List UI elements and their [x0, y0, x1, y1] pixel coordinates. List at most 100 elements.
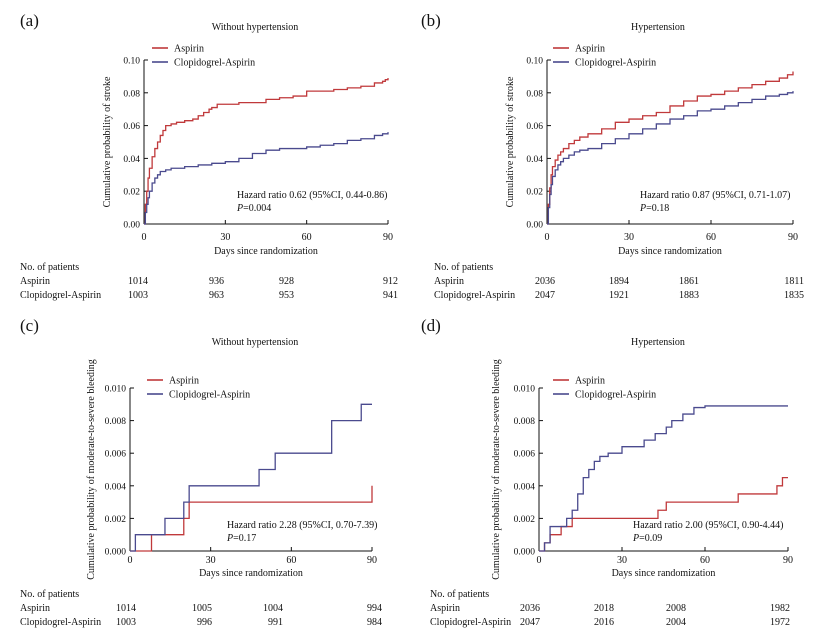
legend-label: Clopidogrel-Aspirin: [174, 58, 255, 69]
legend-label: Aspirin: [575, 44, 605, 55]
hazard-ratio-text: Hazard ratio 0.62 (95%CI, 0.44-0.86): [237, 190, 388, 201]
legend-label: Clopidogrel-Aspirin: [575, 390, 656, 401]
x-axis-label: Days since randomization: [199, 568, 303, 579]
at-risk-count: 1811: [784, 276, 804, 287]
at-risk-count: 941: [383, 290, 398, 301]
y-tick-label: 0.04: [526, 155, 543, 165]
p-symbol: P: [639, 203, 646, 214]
at-risk-count: 2008: [666, 603, 686, 614]
at-risk-count: 963: [209, 290, 224, 301]
at-risk-row-label: Aspirin: [20, 603, 50, 614]
at-risk-count: 1004: [263, 603, 283, 614]
at-risk-count: 1982: [770, 603, 790, 614]
x-tick-label: 90: [367, 555, 377, 566]
panel-label: (c): [20, 316, 39, 335]
legend-label: Aspirin: [169, 376, 199, 387]
panel-c: (c) Without hypertension 0.000 0.002 0.004 0.…: [20, 316, 382, 628]
y-tick-label: 0.000: [514, 548, 536, 558]
at-risk-row-label: Clopidogrel-Aspirin: [434, 290, 515, 301]
panel-a: (a) Without hypertension 0.00 0.02 0.04 0.06 0…: [20, 11, 398, 301]
y-tick-label: 0.008: [514, 417, 536, 427]
at-risk-count: 991: [268, 617, 283, 628]
at-risk-row-label: Clopidogrel-Aspirin: [20, 290, 101, 301]
y-tick-label: 0.008: [105, 417, 127, 427]
panel-label: (d): [421, 316, 441, 335]
at-risk-table: No. of patients Aspirin 2036 2018 2008 1982 Cl…: [430, 589, 790, 628]
at-risk-count: 2004: [666, 617, 686, 628]
panel-label: (b): [421, 11, 441, 30]
legend-label: Clopidogrel-Aspirin: [575, 58, 656, 69]
panel-b: (b) Hypertension 0.00 0.02 0.04 0.06 0.08 0.10 0…: [421, 11, 804, 301]
at-risk-count: 1003: [128, 290, 148, 301]
at-risk-count: 912: [383, 276, 398, 287]
p-symbol: P: [236, 203, 243, 214]
p-value-text: P=0.18: [639, 203, 669, 214]
at-risk-count: 928: [279, 276, 294, 287]
y-tick-label: 0.08: [123, 89, 140, 99]
y-tick-label: 0.08: [526, 89, 543, 99]
x-tick-label: 60: [700, 555, 710, 566]
series-line-clopidogrel-aspirin: [547, 91, 794, 225]
chart-title: Hypertension: [631, 337, 685, 348]
x-tick-label: 90: [783, 555, 793, 566]
at-risk-title: No. of patients: [434, 262, 493, 273]
x-tick-label: 90: [788, 232, 798, 243]
at-risk-count: 2036: [535, 276, 555, 287]
y-tick-label: 0.000: [105, 548, 127, 558]
y-axis-label: Cumulative probability of moderate-to-se…: [491, 359, 502, 579]
x-axis-label: Days since randomization: [612, 568, 716, 579]
series-line-aspirin: [539, 477, 788, 552]
p-value: =0.17: [233, 533, 256, 544]
x-tick-label: 0: [128, 555, 133, 566]
hazard-ratio-text: Hazard ratio 0.87 (95%CI, 0.71-1.07): [640, 190, 791, 201]
at-risk-count: 953: [279, 290, 294, 301]
at-risk-count: 1014: [116, 603, 136, 614]
at-risk-count: 2036: [520, 603, 540, 614]
at-risk-count: 1883: [679, 290, 699, 301]
at-risk-table: No. of patients Aspirin 1014 936 928 912 Clopi…: [20, 262, 398, 301]
at-risk-count: 1835: [784, 290, 804, 301]
at-risk-count: 994: [367, 603, 382, 614]
at-risk-count: 936: [209, 276, 224, 287]
y-tick-label: 0.010: [105, 385, 127, 395]
panel-d: (d) Hypertension 0.000 0.002 0.004 0.006 0.008…: [421, 316, 793, 628]
p-value: =0.09: [639, 533, 662, 544]
x-axis-label: Days since randomization: [214, 246, 318, 257]
at-risk-count: 1005: [192, 603, 212, 614]
p-symbol: P: [632, 533, 639, 544]
y-axis-label: Cumulative probability of moderate-to-se…: [86, 359, 97, 579]
at-risk-count: 1861: [679, 276, 699, 287]
y-tick-label: 0.04: [123, 155, 140, 165]
at-risk-row-label: Aspirin: [20, 276, 50, 287]
y-tick-label: 0.002: [514, 515, 536, 525]
p-value: =0.004: [243, 203, 271, 214]
at-risk-count: 1014: [128, 276, 148, 287]
chart-title: Without hypertension: [212, 337, 299, 348]
p-value-text: P=0.17: [226, 533, 256, 544]
p-value-text: P=0.09: [632, 533, 662, 544]
series-line-clopidogrel-aspirin: [539, 405, 788, 552]
y-tick-label: 0.006: [514, 450, 536, 460]
x-tick-label: 30: [220, 232, 230, 243]
at-risk-table: No. of patients Aspirin 2036 1894 1861 1811 Cl…: [434, 262, 804, 301]
y-tick-label: 0.02: [123, 188, 140, 198]
p-symbol: P: [226, 533, 233, 544]
legend-label: Aspirin: [174, 44, 204, 55]
x-tick-label: 0: [142, 232, 147, 243]
legend-label: Aspirin: [575, 376, 605, 387]
series-line-clopidogrel-aspirin: [130, 403, 372, 552]
at-risk-table: No. of patients Aspirin 1014 1005 1004 994 Clo…: [20, 589, 382, 628]
y-tick-label: 0.10: [526, 57, 543, 67]
y-tick-label: 0.10: [123, 57, 140, 67]
at-risk-title: No. of patients: [20, 262, 79, 273]
y-axis-label: Cumulative probability of stroke: [102, 76, 113, 207]
x-tick-label: 90: [383, 232, 393, 243]
x-tick-label: 60: [302, 232, 312, 243]
x-tick-label: 0: [537, 555, 542, 566]
hazard-ratio-text: Hazard ratio 2.28 (95%CI, 0.70-7.39): [227, 520, 378, 531]
at-risk-row-label: Aspirin: [430, 603, 460, 614]
y-tick-label: 0.006: [105, 450, 127, 460]
x-tick-label: 30: [206, 555, 216, 566]
y-tick-label: 0.00: [123, 221, 140, 231]
